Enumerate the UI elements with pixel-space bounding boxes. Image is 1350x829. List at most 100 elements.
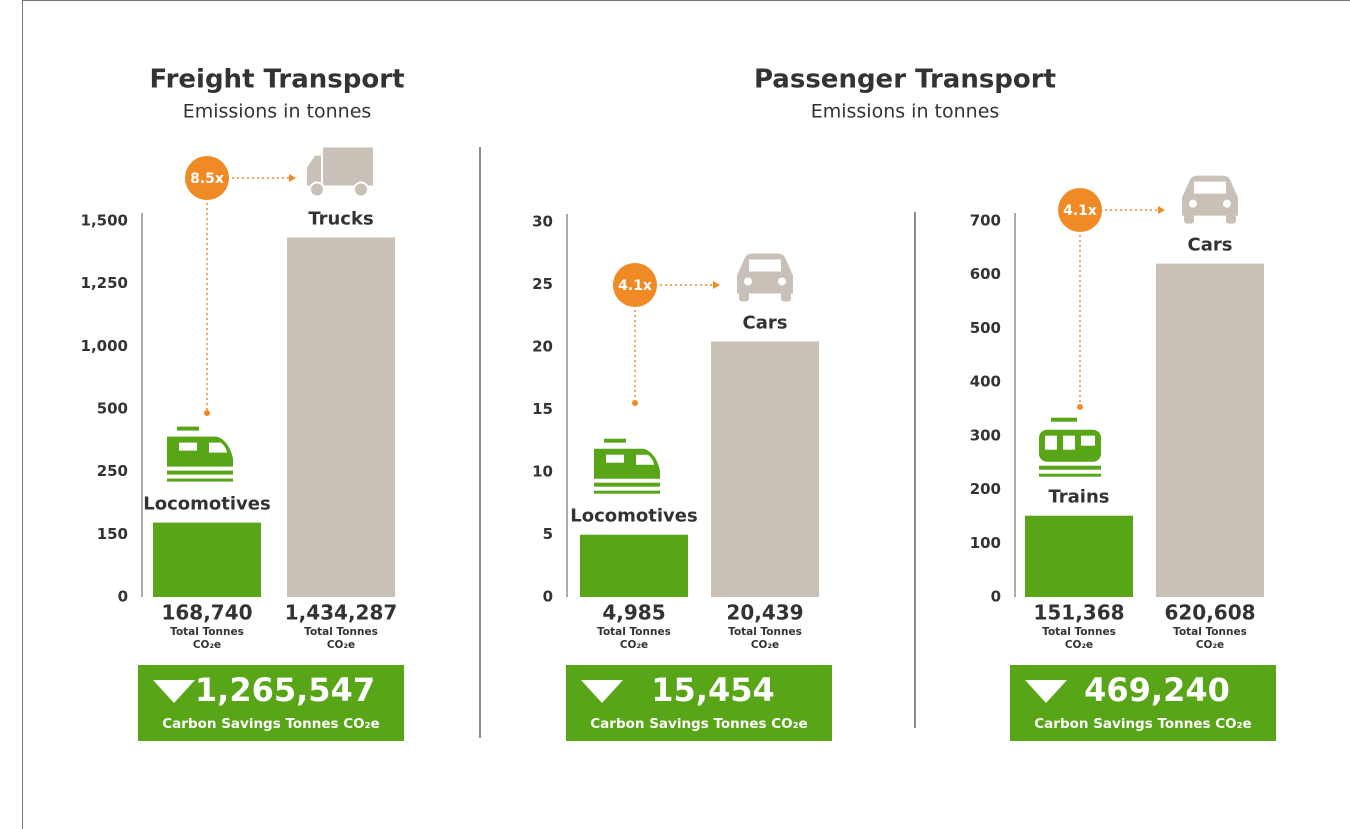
icon-shape [309, 181, 325, 198]
icon-shape [1051, 417, 1077, 422]
y-tick-label: 1,000 [81, 337, 128, 355]
value-label: 1,434,287 [285, 601, 398, 625]
unit-label: CO₂e [327, 639, 355, 651]
value-label: 151,368 [1033, 601, 1124, 625]
down-triangle [153, 680, 195, 703]
frame [22, 0, 1350, 829]
y-tick-label: 150 [97, 525, 128, 543]
icon-shape [781, 291, 791, 302]
icon-shape [594, 490, 660, 494]
savings-label: Carbon Savings Tonnes CO₂e [590, 716, 807, 732]
y-tick-label: 5 [543, 525, 553, 543]
ratio-badge [1058, 188, 1102, 232]
arrow-head [713, 281, 720, 289]
subtitle: Emissions in tonnes [811, 101, 1000, 123]
icon-shape [323, 147, 373, 186]
arrow-head [289, 174, 296, 182]
icon-shape [1223, 199, 1231, 208]
icon-shape [739, 291, 749, 302]
value-label: 4,985 [602, 601, 665, 625]
unit-label: CO₂e [751, 639, 779, 651]
ratio-label: 4.1x [618, 278, 652, 294]
y-tick-label: 500 [97, 400, 128, 418]
icon-shape [1081, 435, 1095, 446]
icon [167, 426, 233, 482]
icon [307, 147, 373, 198]
y-tick-label: 400 [970, 373, 1001, 391]
unit-label: Total Tonnes [1042, 626, 1116, 638]
unit-label: CO₂e [1065, 639, 1093, 651]
icon-shape [307, 155, 321, 186]
connector-dot [632, 400, 638, 406]
y-tick-label: 0 [118, 588, 128, 606]
unit-label: CO₂e [1196, 639, 1224, 651]
category-label: Trucks [308, 208, 373, 229]
savings-box [566, 665, 832, 741]
y-tick-label: 300 [970, 426, 1001, 444]
icon-shape [778, 277, 786, 286]
bar [1156, 263, 1264, 597]
y-tick-label: 700 [970, 212, 1001, 230]
savings-label: Carbon Savings Tonnes CO₂e [162, 716, 379, 732]
category-label: Cars [743, 313, 788, 334]
icon-shape [1194, 181, 1226, 194]
y-tick-label: 0 [991, 588, 1001, 606]
icon [1039, 417, 1101, 477]
icon-shape [1039, 473, 1101, 477]
title: Passenger Transport [754, 65, 1056, 95]
ratio-badge [185, 156, 229, 200]
arrow-head [1158, 206, 1165, 214]
bar [1025, 515, 1133, 597]
ratio-badge [613, 263, 657, 307]
category-label: Locomotives [143, 494, 270, 515]
icon-shape [594, 482, 660, 487]
icon-shape [636, 454, 654, 465]
title: Freight Transport [149, 65, 404, 95]
icon [737, 253, 793, 302]
icon [1182, 175, 1238, 224]
savings-box [1010, 665, 1276, 741]
y-tick-label: 10 [532, 463, 553, 481]
icon-shape [604, 438, 626, 443]
icon-shape [1045, 435, 1057, 450]
icon-shape [606, 454, 624, 463]
savings-value: 469,240 [1084, 671, 1230, 709]
y-tick-label: 100 [970, 534, 1001, 552]
category-label: Trains [1048, 487, 1109, 508]
savings-value: 1,265,547 [195, 671, 375, 709]
ratio-label: 4.1x [1063, 203, 1097, 219]
unit-label: Total Tonnes [170, 626, 244, 638]
icon-shape [1189, 199, 1197, 208]
y-tick-label: 600 [970, 265, 1001, 283]
unit-label: Total Tonnes [728, 626, 802, 638]
icon [594, 438, 660, 494]
unit-label: Total Tonnes [304, 626, 378, 638]
connector-dot [204, 410, 210, 416]
unit-label: CO₂e [193, 639, 221, 651]
category-label: Locomotives [570, 506, 697, 527]
savings-label: Carbon Savings Tonnes CO₂e [1034, 716, 1251, 732]
bar [287, 237, 395, 598]
value-label: 20,439 [726, 601, 803, 625]
y-tick-label: 250 [97, 462, 128, 480]
y-tick-label: 1,250 [81, 274, 128, 292]
down-triangle [1025, 680, 1067, 703]
unit-label: CO₂e [620, 639, 648, 651]
y-tick-label: 30 [532, 213, 553, 231]
y-tick-label: 15 [532, 400, 553, 418]
connector-dot [1077, 404, 1083, 410]
y-tick-label: 25 [532, 275, 553, 293]
value-label: 168,740 [161, 601, 252, 625]
category-label: Cars [1188, 235, 1233, 256]
icon-shape [167, 478, 233, 482]
icon-shape [167, 470, 233, 475]
y-tick-label: 200 [970, 480, 1001, 498]
icon-shape [209, 442, 227, 453]
unit-label: Total Tonnes [1173, 626, 1247, 638]
unit-label: Total Tonnes [597, 626, 671, 638]
y-tick-label: 500 [970, 319, 1001, 337]
y-tick-label: 0 [543, 588, 553, 606]
icon-shape [749, 259, 781, 272]
bar [153, 522, 261, 597]
